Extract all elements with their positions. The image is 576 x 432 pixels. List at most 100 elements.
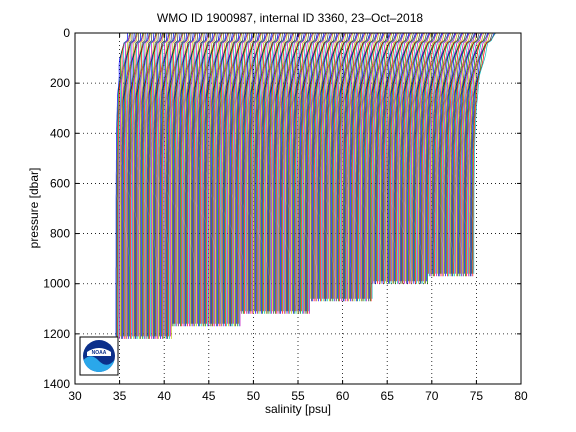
profile-line bbox=[271, 32, 288, 314]
profile-line bbox=[265, 32, 282, 314]
profile-line bbox=[407, 32, 429, 284]
profile-line bbox=[163, 32, 177, 337]
profile-line bbox=[358, 32, 379, 299]
profile-line bbox=[150, 32, 164, 337]
profile-line bbox=[223, 32, 240, 327]
profile-line bbox=[349, 32, 371, 302]
profile-line bbox=[308, 32, 327, 312]
profile-line bbox=[158, 32, 171, 339]
profile-line bbox=[436, 32, 457, 277]
profile-line bbox=[242, 32, 259, 312]
profile-line bbox=[213, 32, 229, 324]
profile-line bbox=[417, 32, 439, 284]
profile-line bbox=[406, 32, 427, 284]
profile-line bbox=[368, 32, 388, 302]
profile-line bbox=[303, 32, 321, 312]
profile-line bbox=[389, 32, 411, 282]
profile-line bbox=[413, 32, 436, 284]
profile-line bbox=[160, 32, 174, 339]
profile-line bbox=[140, 32, 153, 339]
profile-line bbox=[467, 32, 490, 277]
profile-line bbox=[388, 32, 410, 284]
profile-line bbox=[266, 32, 283, 314]
profile-line bbox=[219, 32, 236, 324]
profile-line bbox=[362, 32, 384, 299]
profile-line bbox=[216, 32, 231, 327]
profile-line bbox=[142, 32, 158, 337]
profile-line bbox=[153, 32, 168, 339]
profile-line bbox=[226, 32, 242, 327]
profile-line bbox=[342, 32, 362, 302]
profile-line bbox=[311, 32, 329, 302]
profile-line bbox=[121, 32, 133, 339]
profile-line bbox=[196, 32, 210, 327]
profile-line bbox=[137, 32, 151, 339]
profile-line bbox=[452, 32, 477, 277]
profile-line bbox=[134, 32, 148, 339]
profile-line bbox=[411, 32, 432, 284]
profile-line bbox=[224, 32, 242, 324]
profile-line bbox=[469, 32, 493, 277]
profile-line bbox=[392, 32, 412, 284]
profile-line bbox=[197, 32, 212, 324]
profile-line bbox=[330, 32, 351, 299]
profile-line bbox=[255, 32, 274, 312]
profile-line bbox=[316, 32, 334, 302]
profile-line bbox=[400, 32, 423, 282]
x-axis-label: salinity [psu] bbox=[265, 402, 331, 416]
profile-line bbox=[344, 32, 366, 299]
profile-line bbox=[156, 32, 171, 337]
profile-line bbox=[441, 32, 463, 274]
profile-line bbox=[298, 32, 316, 314]
profile-line bbox=[173, 32, 189, 327]
profile-line bbox=[234, 32, 249, 327]
x-tick-label: 55 bbox=[291, 389, 305, 403]
profile-line bbox=[449, 32, 471, 277]
profile-line bbox=[291, 32, 308, 314]
profile-line bbox=[120, 32, 132, 337]
profile-line bbox=[170, 32, 184, 339]
profile-line bbox=[365, 32, 385, 302]
profile-line bbox=[272, 32, 288, 312]
profile-line bbox=[165, 32, 179, 337]
profile-line bbox=[304, 32, 323, 314]
profile-line bbox=[198, 32, 215, 327]
profile-line bbox=[122, 32, 137, 337]
profile-line bbox=[393, 32, 414, 284]
profile-line bbox=[418, 32, 441, 282]
profile-line bbox=[127, 32, 140, 337]
profile-line bbox=[274, 32, 294, 314]
profile-line bbox=[184, 32, 199, 327]
profile-line bbox=[332, 32, 353, 299]
profile-line bbox=[252, 32, 268, 314]
profile-line bbox=[253, 32, 269, 314]
profile-line bbox=[447, 32, 470, 277]
profile-line bbox=[329, 32, 347, 302]
profile-line bbox=[135, 32, 150, 339]
profile-line bbox=[341, 32, 360, 299]
profile-line bbox=[117, 32, 132, 339]
profile-line bbox=[232, 32, 249, 327]
profile-line bbox=[268, 32, 287, 314]
profile-line bbox=[248, 32, 266, 314]
profile-line bbox=[447, 32, 470, 277]
profile-line bbox=[379, 32, 399, 284]
profile-line bbox=[439, 32, 464, 274]
axis-ticks: 30 35 40 45 50 55 60 65 70 75 80020040060080010001… bbox=[43, 26, 528, 403]
profile-line bbox=[175, 32, 190, 327]
profile-line bbox=[301, 32, 320, 312]
profile-line bbox=[198, 32, 214, 327]
profile-line bbox=[425, 32, 447, 284]
profile-line bbox=[238, 32, 255, 327]
profile-line bbox=[286, 32, 305, 314]
profile-line bbox=[217, 32, 233, 327]
profile-line bbox=[185, 32, 201, 327]
profile-line bbox=[405, 32, 426, 282]
profile-line bbox=[320, 32, 340, 302]
profile-line bbox=[323, 32, 342, 299]
profile-line bbox=[280, 32, 299, 314]
x-tick-label: 65 bbox=[381, 389, 395, 403]
profile-line bbox=[451, 32, 475, 277]
profile-line bbox=[118, 32, 132, 337]
profile-line bbox=[162, 32, 177, 339]
